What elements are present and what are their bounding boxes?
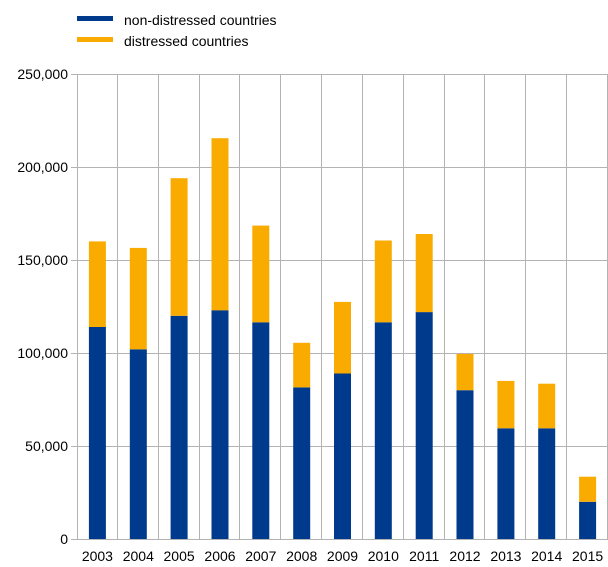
bar-2005-distressed bbox=[170, 178, 188, 316]
x-tick-label-2010: 2010 bbox=[368, 548, 399, 564]
x-axis-tick-labels: 2003 2004 2005 2006 2007 2008 2009 2010 2011 2012… bbox=[82, 548, 604, 564]
legend-label-distressed: distressed countries bbox=[124, 33, 249, 49]
x-tick-label-2014: 2014 bbox=[531, 548, 562, 564]
y-tick-label-3: 150,000 bbox=[17, 252, 68, 268]
y-tick-label-2: 100,000 bbox=[17, 345, 68, 361]
x-tick-label-2007: 2007 bbox=[245, 548, 276, 564]
bar-2004-distressed bbox=[129, 247, 147, 350]
x-tick-label-2012: 2012 bbox=[449, 548, 480, 564]
bar-2013-distressed bbox=[497, 380, 515, 429]
bar-2011-distressed bbox=[415, 234, 433, 313]
y-tick-label-0: 0 bbox=[60, 531, 68, 547]
bar-2004-non-distressed bbox=[129, 349, 147, 539]
bar-2007-distressed bbox=[252, 225, 270, 323]
x-tick-label-2011: 2011 bbox=[409, 548, 439, 564]
bar-2013-non-distressed bbox=[497, 428, 515, 539]
bar-2015-non-distressed bbox=[579, 501, 597, 539]
bar-2006-non-distressed bbox=[211, 310, 229, 539]
legend: non-distressed countries distressed coun… bbox=[77, 12, 277, 49]
y-tick-label-4: 200,000 bbox=[17, 159, 68, 175]
bar-2011-non-distressed bbox=[415, 312, 433, 539]
bar-2009-distressed bbox=[334, 301, 351, 374]
x-tick-label-2004: 2004 bbox=[123, 548, 154, 564]
bar-2006-distressed bbox=[211, 138, 229, 311]
x-tick-label-2008: 2008 bbox=[286, 548, 317, 564]
x-tick-label-2005: 2005 bbox=[164, 548, 195, 564]
bar-2012-distressed bbox=[456, 353, 474, 391]
legend-swatch-distressed bbox=[77, 37, 113, 42]
y-tick-label-1: 50,000 bbox=[25, 438, 68, 454]
bar-2012-non-distressed bbox=[456, 390, 474, 539]
bar-2003-non-distressed bbox=[88, 327, 106, 539]
legend-label-non-distressed: non-distressed countries bbox=[124, 12, 277, 28]
bar-2005-non-distressed bbox=[170, 315, 188, 539]
bar-2003-distressed bbox=[88, 241, 106, 327]
bar-2008-distressed bbox=[293, 342, 311, 388]
bar-2009-non-distressed bbox=[334, 373, 351, 539]
x-tick-label-2006: 2006 bbox=[204, 548, 235, 564]
bar-2010-distressed bbox=[374, 240, 392, 323]
bar-2015-distressed bbox=[579, 476, 597, 502]
y-tick-label-5: 250,000 bbox=[17, 66, 68, 82]
bar-2014-non-distressed bbox=[538, 428, 556, 539]
y-axis-tick-labels: 0 50,000 100,000 150,000 200,000 250,000 bbox=[17, 66, 68, 547]
bars bbox=[88, 138, 597, 539]
x-tick-label-2003: 2003 bbox=[82, 548, 113, 564]
axes bbox=[71, 74, 608, 540]
legend-swatch-non-distressed bbox=[77, 16, 113, 21]
bar-2008-non-distressed bbox=[293, 387, 311, 539]
x-tick-label-2013: 2013 bbox=[490, 548, 521, 564]
bar-2010-non-distressed bbox=[374, 322, 392, 539]
x-tick-label-2015: 2015 bbox=[572, 548, 603, 564]
gridlines bbox=[77, 74, 608, 540]
x-tick-label-2009: 2009 bbox=[327, 548, 358, 564]
bar-2014-distressed bbox=[538, 383, 556, 429]
bar-2007-non-distressed bbox=[252, 322, 270, 539]
